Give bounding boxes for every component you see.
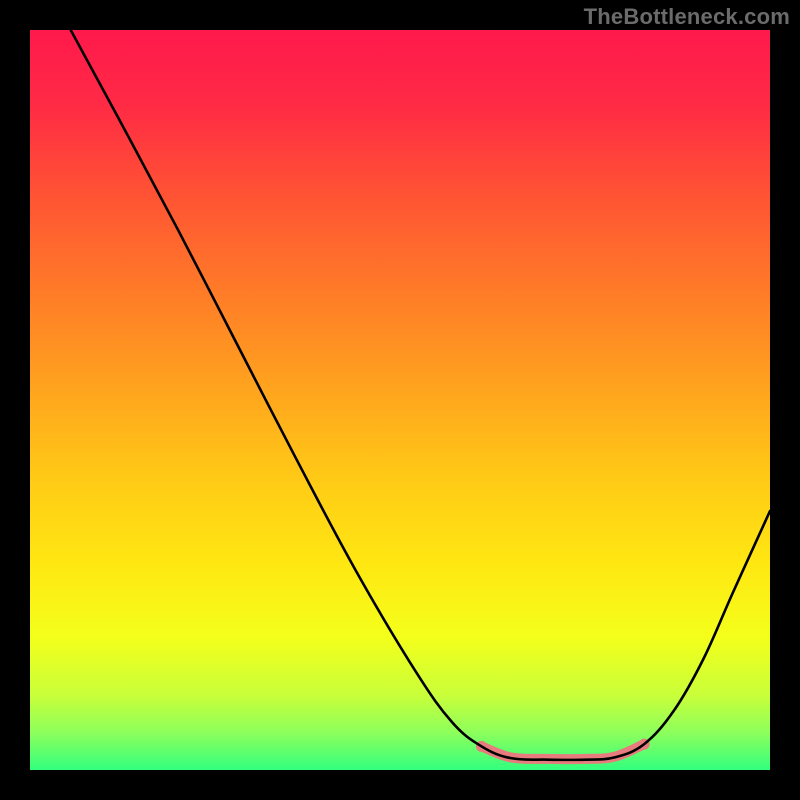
chart-container: TheBottleneck.com <box>0 0 800 800</box>
watermark-text: TheBottleneck.com <box>584 4 790 30</box>
plot-area <box>30 30 770 770</box>
bottleneck-curve <box>71 30 770 760</box>
curve-overlay <box>30 30 770 770</box>
